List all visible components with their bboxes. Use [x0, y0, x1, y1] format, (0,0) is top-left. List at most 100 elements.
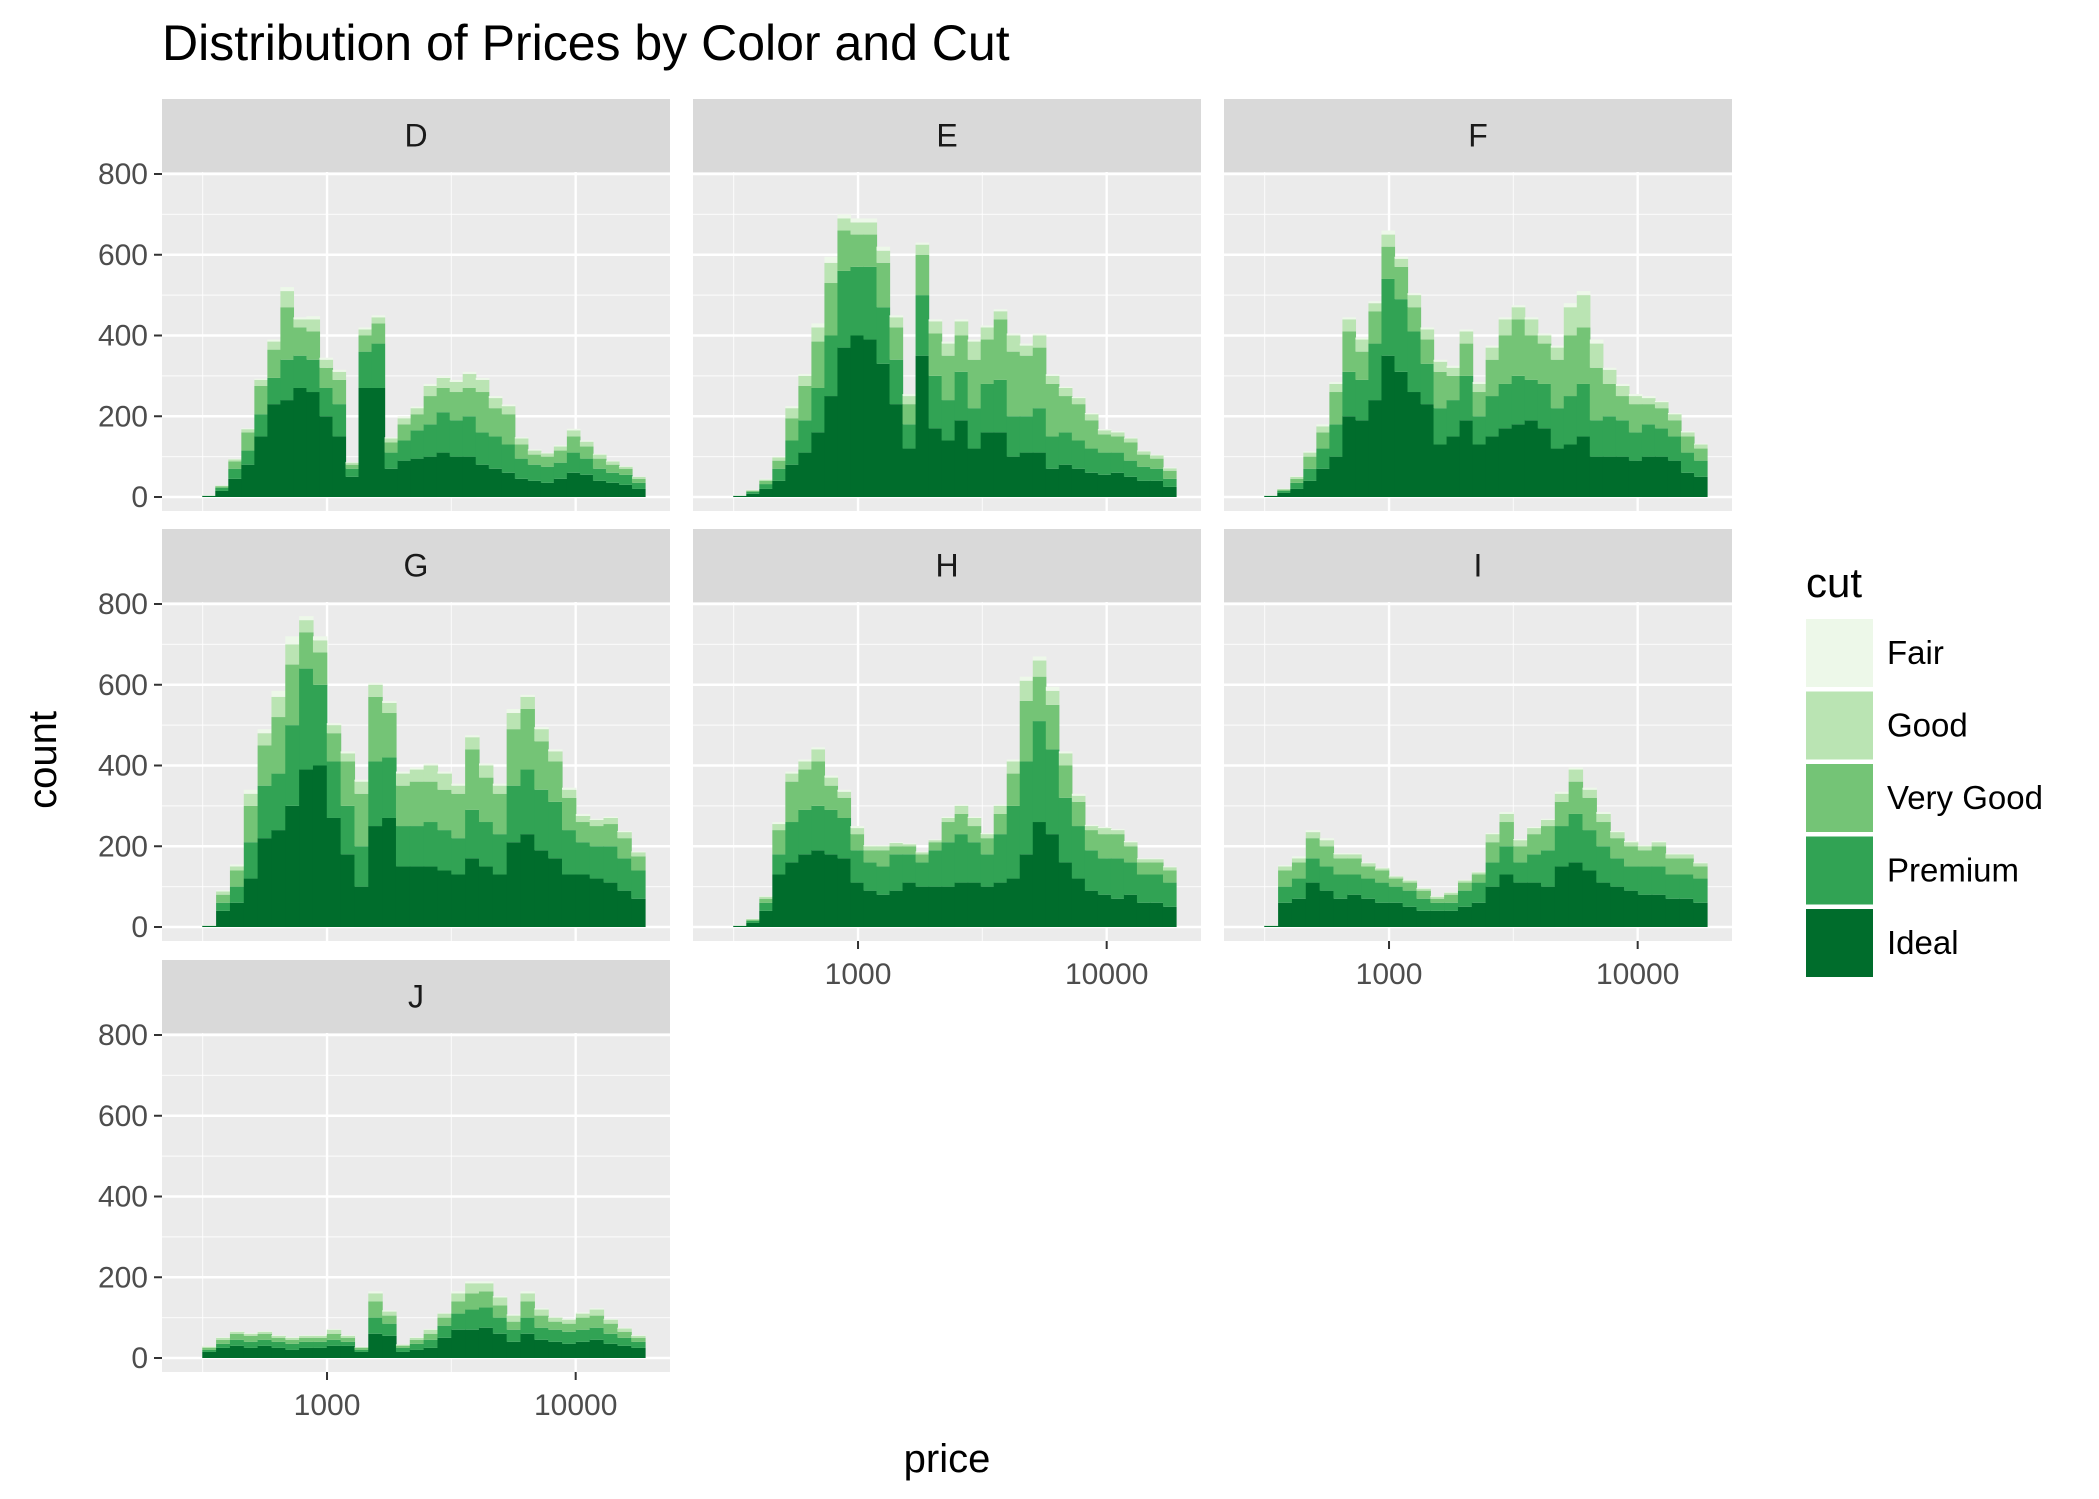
histogram-bar-I-good — [1540, 820, 1556, 827]
histogram-bar-D-fair — [579, 440, 594, 442]
histogram-bar-I-fair — [1264, 924, 1279, 926]
histogram-bar-I-very-good — [1430, 898, 1445, 903]
histogram-bar-D-good — [241, 429, 255, 433]
histogram-bar-E-fair — [772, 456, 786, 458]
histogram-bar-H-very-good — [863, 850, 878, 863]
histogram-bar-F-ideal — [1368, 400, 1383, 497]
histogram-bar-J-fair — [271, 1334, 286, 1336]
histogram-bar-H-good — [785, 773, 799, 782]
histogram-bar-G-ideal — [285, 805, 300, 928]
histogram-bar-F-premium — [1342, 371, 1357, 417]
histogram-bar-G-premium — [382, 757, 397, 818]
histogram-bar-I-premium — [1679, 874, 1694, 899]
histogram-bar-D-very-good — [527, 454, 542, 465]
histogram-bar-G-ideal — [548, 858, 563, 927]
histogram-bar-I-premium — [1665, 874, 1680, 899]
histogram-bar-J-ideal — [437, 1337, 452, 1358]
histogram-bar-I-good — [1596, 813, 1611, 823]
histogram-bar-E-premium — [1006, 416, 1021, 457]
histogram-bar-F-very-good — [1654, 408, 1669, 429]
histogram-bar-G-ideal — [395, 866, 411, 927]
histogram-bar-E-good — [876, 250, 891, 263]
histogram-bar-I-premium — [1416, 898, 1431, 911]
histogram-bar-J-very-good — [478, 1291, 494, 1308]
histogram-bar-H-premium — [824, 809, 839, 855]
histogram-bar-D-good — [371, 317, 386, 324]
histogram-bar-F-premium — [1576, 383, 1591, 437]
histogram-bar-I-fair — [1582, 787, 1597, 790]
histogram-bar-H-very-good — [928, 842, 943, 851]
histogram-bar-G-ideal — [271, 830, 286, 927]
facet-strip-label-I: I — [1474, 548, 1483, 584]
histogram-bar-J-ideal — [271, 1347, 286, 1358]
histogram-bar-D-very-good — [384, 442, 399, 453]
histogram-bar-G-ideal — [478, 866, 494, 927]
histogram-bar-G-fair — [257, 729, 273, 734]
histogram-bar-G-ideal — [465, 858, 480, 927]
histogram-bar-F-fair — [1264, 494, 1278, 496]
histogram-bar-I-very-good — [1278, 870, 1293, 887]
histogram-bar-G-ideal — [354, 886, 369, 928]
histogram-bar-J-premium — [382, 1323, 397, 1336]
histogram-bar-I-good — [1693, 863, 1708, 867]
histogram-bar-I-ideal — [1305, 882, 1321, 927]
histogram-bar-E-ideal — [1136, 480, 1151, 497]
histogram-bar-I-ideal — [1637, 894, 1653, 927]
histogram-bar-E-good — [1123, 438, 1138, 443]
histogram-bar-E-fair — [954, 319, 969, 322]
histogram-bar-I-very-good — [1693, 866, 1708, 879]
histogram-bar-G-very-good — [299, 632, 314, 669]
histogram-bar-G-ideal — [631, 898, 646, 927]
histogram-bar-F-premium — [1368, 343, 1383, 401]
histogram-bar-G-very-good — [534, 741, 549, 790]
histogram-bar-D-fair — [267, 339, 281, 342]
histogram-bar-D-premium — [397, 440, 412, 461]
histogram-bar-I-very-good — [1388, 878, 1404, 887]
histogram-bar-G-very-good — [368, 696, 383, 762]
histogram-bar-I-ideal — [1361, 898, 1376, 927]
histogram-bar-G-fair — [465, 735, 480, 738]
histogram-bar-F-good — [1277, 488, 1291, 490]
histogram-bar-E-fair — [967, 339, 982, 342]
histogram-bar-J-premium — [299, 1341, 314, 1348]
y-tick-label: 0 — [131, 911, 148, 944]
histogram-bar-D-premium — [462, 416, 477, 457]
facet-panel-E: E — [693, 99, 1201, 511]
histogram-bar-I-ideal — [1527, 882, 1542, 927]
legend-label-premium: Premium — [1887, 852, 2019, 889]
histogram-bar-J-very-good — [202, 1347, 217, 1350]
histogram-bar-F-premium — [1667, 436, 1682, 461]
histogram-bar-D-premium — [631, 482, 646, 489]
histogram-bar-H-good — [1136, 859, 1151, 863]
histogram-bar-E-premium — [772, 468, 786, 481]
histogram-bar-E-good — [1136, 451, 1151, 455]
histogram-bar-J-premium — [506, 1329, 522, 1342]
histogram-bar-E-ideal — [798, 452, 812, 497]
histogram-bar-F-very-good — [1394, 266, 1409, 300]
histogram-bar-H-fair — [1071, 793, 1086, 796]
histogram-bar-J-very-good — [312, 1337, 328, 1342]
histogram-bar-I-good — [1471, 872, 1487, 875]
histogram-bar-J-premium — [534, 1327, 549, 1340]
legend: cut Fair Good Very Good Premium Ideal — [1806, 559, 2043, 977]
histogram-bar-E-good — [889, 317, 904, 328]
histogram-bar-D-premium — [345, 468, 360, 477]
histogram-bar-H-ideal — [863, 890, 878, 927]
histogram-bar-G-premium — [409, 826, 425, 867]
histogram-bar-E-premium — [941, 400, 956, 441]
histogram-bar-I-good — [1402, 880, 1418, 883]
histogram-bar-F-very-good — [1628, 404, 1643, 433]
histogram-bar-G-good — [340, 753, 356, 762]
histogram-bar-H-premium — [1149, 874, 1164, 903]
y-tick-label: 0 — [131, 481, 148, 514]
histogram-bar-H-very-good — [1162, 870, 1177, 883]
histogram-bar-D-good — [254, 379, 268, 386]
chart-title: Distribution of Prices by Color and Cut — [162, 15, 1010, 71]
histogram-bar-E-very-good — [941, 355, 956, 401]
histogram-bar-D-ideal — [280, 400, 295, 497]
histogram-bar-H-very-good — [1097, 834, 1112, 859]
histogram-bar-E-premium — [980, 383, 995, 433]
histogram-bar-H-premium — [1097, 858, 1112, 895]
histogram-bar-J-premium — [326, 1339, 342, 1346]
histogram-bar-J-good — [271, 1335, 286, 1338]
